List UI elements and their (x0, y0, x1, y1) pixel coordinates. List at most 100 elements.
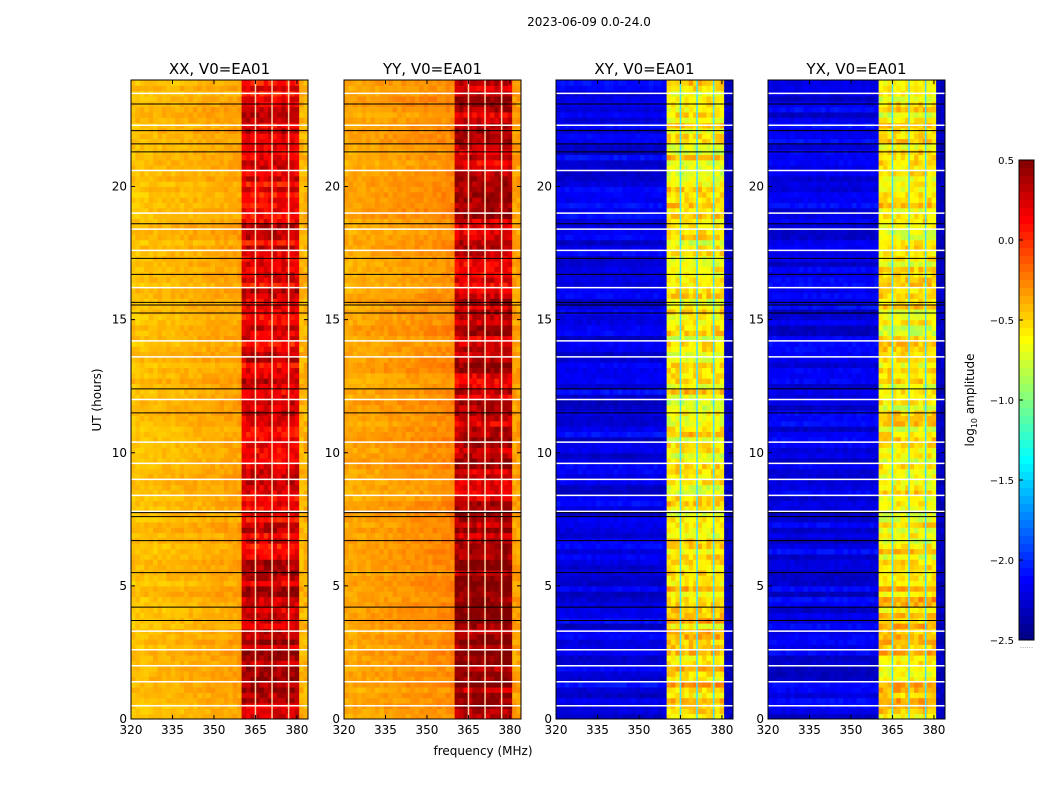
heatmap-cell (242, 314, 247, 320)
heatmap-cell (206, 187, 211, 193)
heatmap-cell (162, 213, 167, 219)
heatmap-cell (277, 229, 282, 235)
heatmap-cell (171, 575, 176, 581)
heatmap-cell (197, 559, 202, 565)
heatmap-cell (149, 405, 154, 411)
heatmap-cell (211, 447, 216, 453)
heatmap-cell (224, 346, 229, 352)
heatmap-cell (131, 277, 136, 283)
heatmap-cell (189, 447, 194, 453)
heatmap-cell (281, 634, 286, 640)
heatmap-cell (193, 527, 198, 533)
heatmap-cell (171, 160, 176, 166)
heatmap-cell (162, 522, 167, 528)
heatmap-cell (131, 666, 136, 672)
heatmap-cell (246, 565, 251, 571)
heatmap-cell (273, 229, 278, 235)
heatmap-cell (246, 415, 251, 421)
heatmap-cell (144, 613, 149, 619)
heatmap-cell (290, 266, 295, 272)
heatmap-cell (180, 314, 185, 320)
heatmap-cell (277, 607, 282, 613)
heatmap-cell (166, 692, 171, 698)
heatmap-cell (220, 277, 225, 283)
heatmap-cell (135, 213, 140, 219)
heatmap-cell (224, 133, 229, 139)
heatmap-cell (277, 698, 282, 704)
heatmap-cell (206, 107, 211, 113)
heatmap-cell (259, 591, 264, 597)
heatmap-cell (149, 96, 154, 102)
heatmap-cell (193, 687, 198, 693)
heatmap-cell (220, 591, 225, 597)
heatmap-cell (153, 698, 158, 704)
heatmap-cell (242, 171, 247, 177)
heatmap-cell (250, 405, 255, 411)
heatmap-cell (175, 708, 180, 714)
heatmap-cell (197, 187, 202, 193)
heatmap-cell (259, 330, 264, 336)
heatmap-cell (193, 400, 198, 406)
heatmap-cell (290, 698, 295, 704)
heatmap-cell (228, 581, 233, 587)
heatmap-cell (344, 597, 349, 603)
heatmap-cell (131, 240, 136, 246)
heatmap-cell (220, 187, 225, 193)
heatmap-cell (144, 80, 149, 86)
heatmap-cell (189, 330, 194, 336)
heatmap-cell (242, 522, 247, 528)
heatmap-cell (299, 330, 304, 336)
heatmap-cell (211, 565, 216, 571)
heatmap-cell (264, 517, 269, 523)
heatmap-cell (189, 176, 194, 182)
heatmap-cell (290, 581, 295, 587)
heatmap-cell (166, 522, 171, 528)
heatmap-cell (215, 288, 220, 294)
heatmap-cell (233, 485, 238, 491)
heatmap-cell (295, 213, 300, 219)
heatmap-cell (237, 565, 242, 571)
heatmap-cell (184, 234, 189, 240)
heatmap-cell (135, 623, 140, 629)
heatmap-cell (273, 415, 278, 421)
heatmap-cell (277, 298, 282, 304)
heatmap-cell (202, 187, 207, 193)
heatmap-cell (166, 639, 171, 645)
heatmap-cell (149, 133, 154, 139)
heatmap-cell (131, 171, 136, 177)
heatmap-cell (295, 533, 300, 539)
heatmap-cell (153, 266, 158, 272)
heatmap-cell (131, 117, 136, 123)
heatmap-cell (237, 234, 242, 240)
heatmap-cell (281, 202, 286, 208)
heatmap-cell (246, 192, 251, 198)
heatmap-cell (259, 112, 264, 118)
heatmap-cell (180, 485, 185, 491)
heatmap-cell (158, 112, 163, 118)
heatmap-cell (220, 501, 225, 507)
heatmap-cell (277, 187, 282, 193)
heatmap-cell (281, 250, 286, 256)
heatmap-cell (135, 591, 140, 597)
heatmap-cell (193, 187, 198, 193)
heatmap-cell (193, 565, 198, 571)
heatmap-cell (171, 650, 176, 656)
heatmap-cell (184, 181, 189, 187)
heatmap-cell (202, 357, 207, 363)
heatmap-cell (193, 591, 198, 597)
heatmap-cell (237, 527, 242, 533)
heatmap-cell (149, 527, 154, 533)
heatmap-cell (149, 202, 154, 208)
heatmap-cell (189, 597, 194, 603)
heatmap-cell (135, 453, 140, 459)
heatmap-cell (166, 559, 171, 565)
heatmap-cell (237, 463, 242, 469)
heatmap-cell (264, 682, 269, 688)
heatmap-cell (264, 298, 269, 304)
heatmap-cell (277, 346, 282, 352)
heatmap-cell (264, 155, 269, 161)
heatmap-cell (246, 314, 251, 320)
heatmap-cell (295, 293, 300, 299)
heatmap-cell (259, 133, 264, 139)
heatmap-cell (299, 192, 304, 198)
